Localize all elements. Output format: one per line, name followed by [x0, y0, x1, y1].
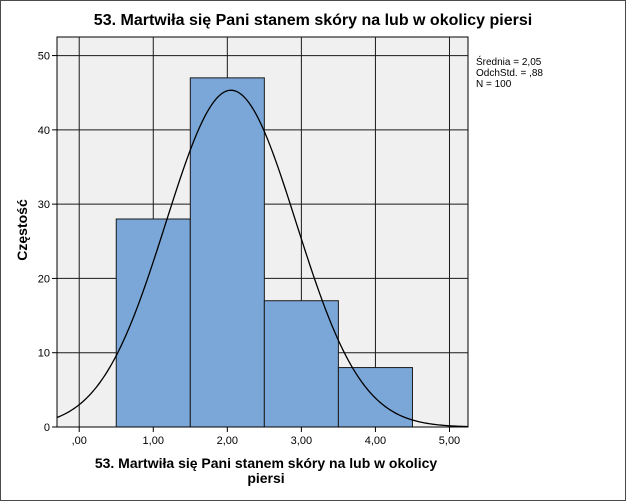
histogram-bar-3 [263, 300, 339, 428]
y-tick-label: 40 [38, 125, 50, 137]
x-tick-label: ,00 [72, 435, 87, 447]
x-tick-label: 2,00 [217, 435, 238, 447]
y-tick-label: 0 [44, 422, 50, 434]
x-tick-label: 4,00 [365, 435, 386, 447]
stats-box: Średnia = 2,05 OdchStd. = ,88 N = 100 [476, 57, 543, 90]
stats-n: N = 100 [476, 79, 512, 90]
y-tick-label: 50 [38, 51, 50, 63]
histogram-bar-2 [189, 77, 265, 428]
y-tick-label: 10 [38, 348, 50, 360]
normal-curve [57, 89, 468, 427]
x-axis-label: 53. Martwiła się Pani stanem skóry na lu… [94, 455, 438, 486]
x-tick-label: 5,00 [439, 435, 460, 447]
y-tick-label: 20 [38, 273, 50, 285]
stats-mean: Średnia = 2,05 [476, 57, 542, 68]
x-tick-label: 1,00 [143, 435, 164, 447]
y-tick-label: 30 [38, 199, 50, 211]
x-tick-label: 3,00 [291, 435, 312, 447]
chart-title: 53. Martwiła się Pani stanem skóry na lu… [93, 12, 533, 29]
stats-sd: OdchStd. = ,88 [476, 68, 543, 79]
histogram-bar-1 [115, 218, 191, 428]
